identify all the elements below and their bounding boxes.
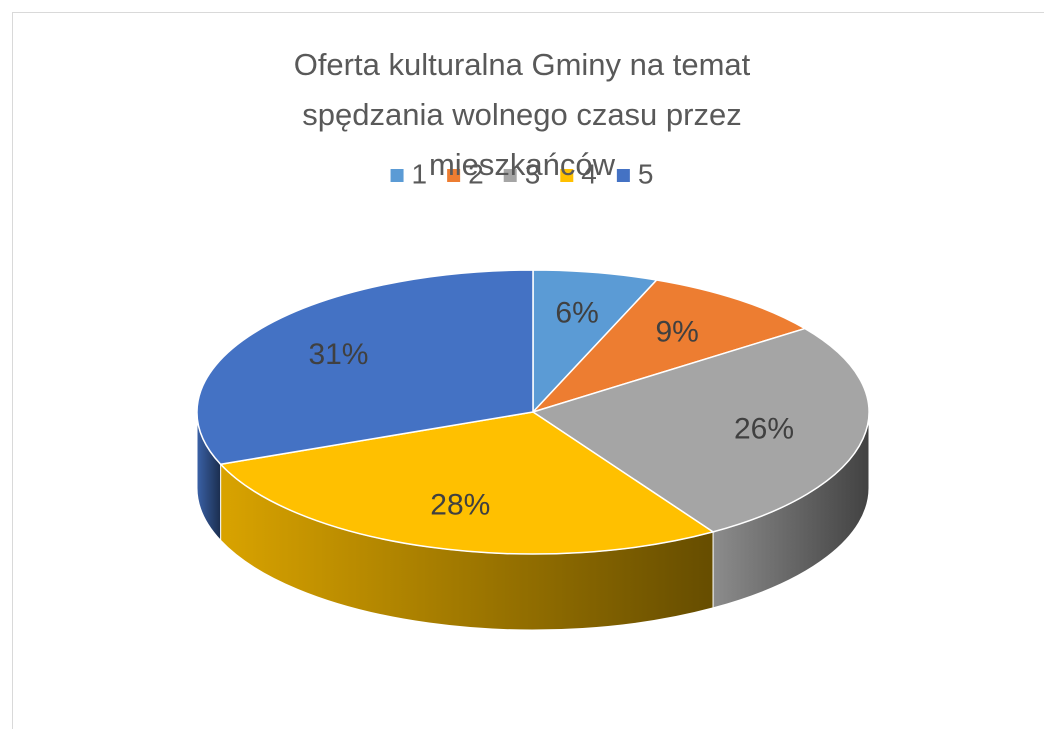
legend-swatch xyxy=(447,169,461,182)
legend-swatch xyxy=(390,169,404,182)
legend-label: 5 xyxy=(638,158,654,189)
chart-title: Oferta kulturalna Gminy na temat spędzan… xyxy=(293,47,751,182)
data-label: 6% xyxy=(555,296,598,329)
legend-swatch xyxy=(560,169,574,182)
pie-slice xyxy=(196,269,534,466)
data-label: 9% xyxy=(655,315,698,348)
data-label: 26% xyxy=(734,413,794,446)
pie-slice xyxy=(531,327,870,533)
legend-label: 2 xyxy=(468,158,484,189)
legend-swatch xyxy=(616,169,630,182)
pie-slice xyxy=(219,411,715,555)
data-label: 31% xyxy=(308,338,368,371)
legend-label: 3 xyxy=(525,158,541,189)
data-label: 28% xyxy=(430,488,490,521)
pie-slice xyxy=(530,279,807,414)
legend-label: 1 xyxy=(412,158,428,189)
legend-swatch xyxy=(503,169,517,182)
chart-border xyxy=(12,12,1044,729)
pie-slice xyxy=(532,269,659,414)
legend-label: 4 xyxy=(581,158,597,189)
